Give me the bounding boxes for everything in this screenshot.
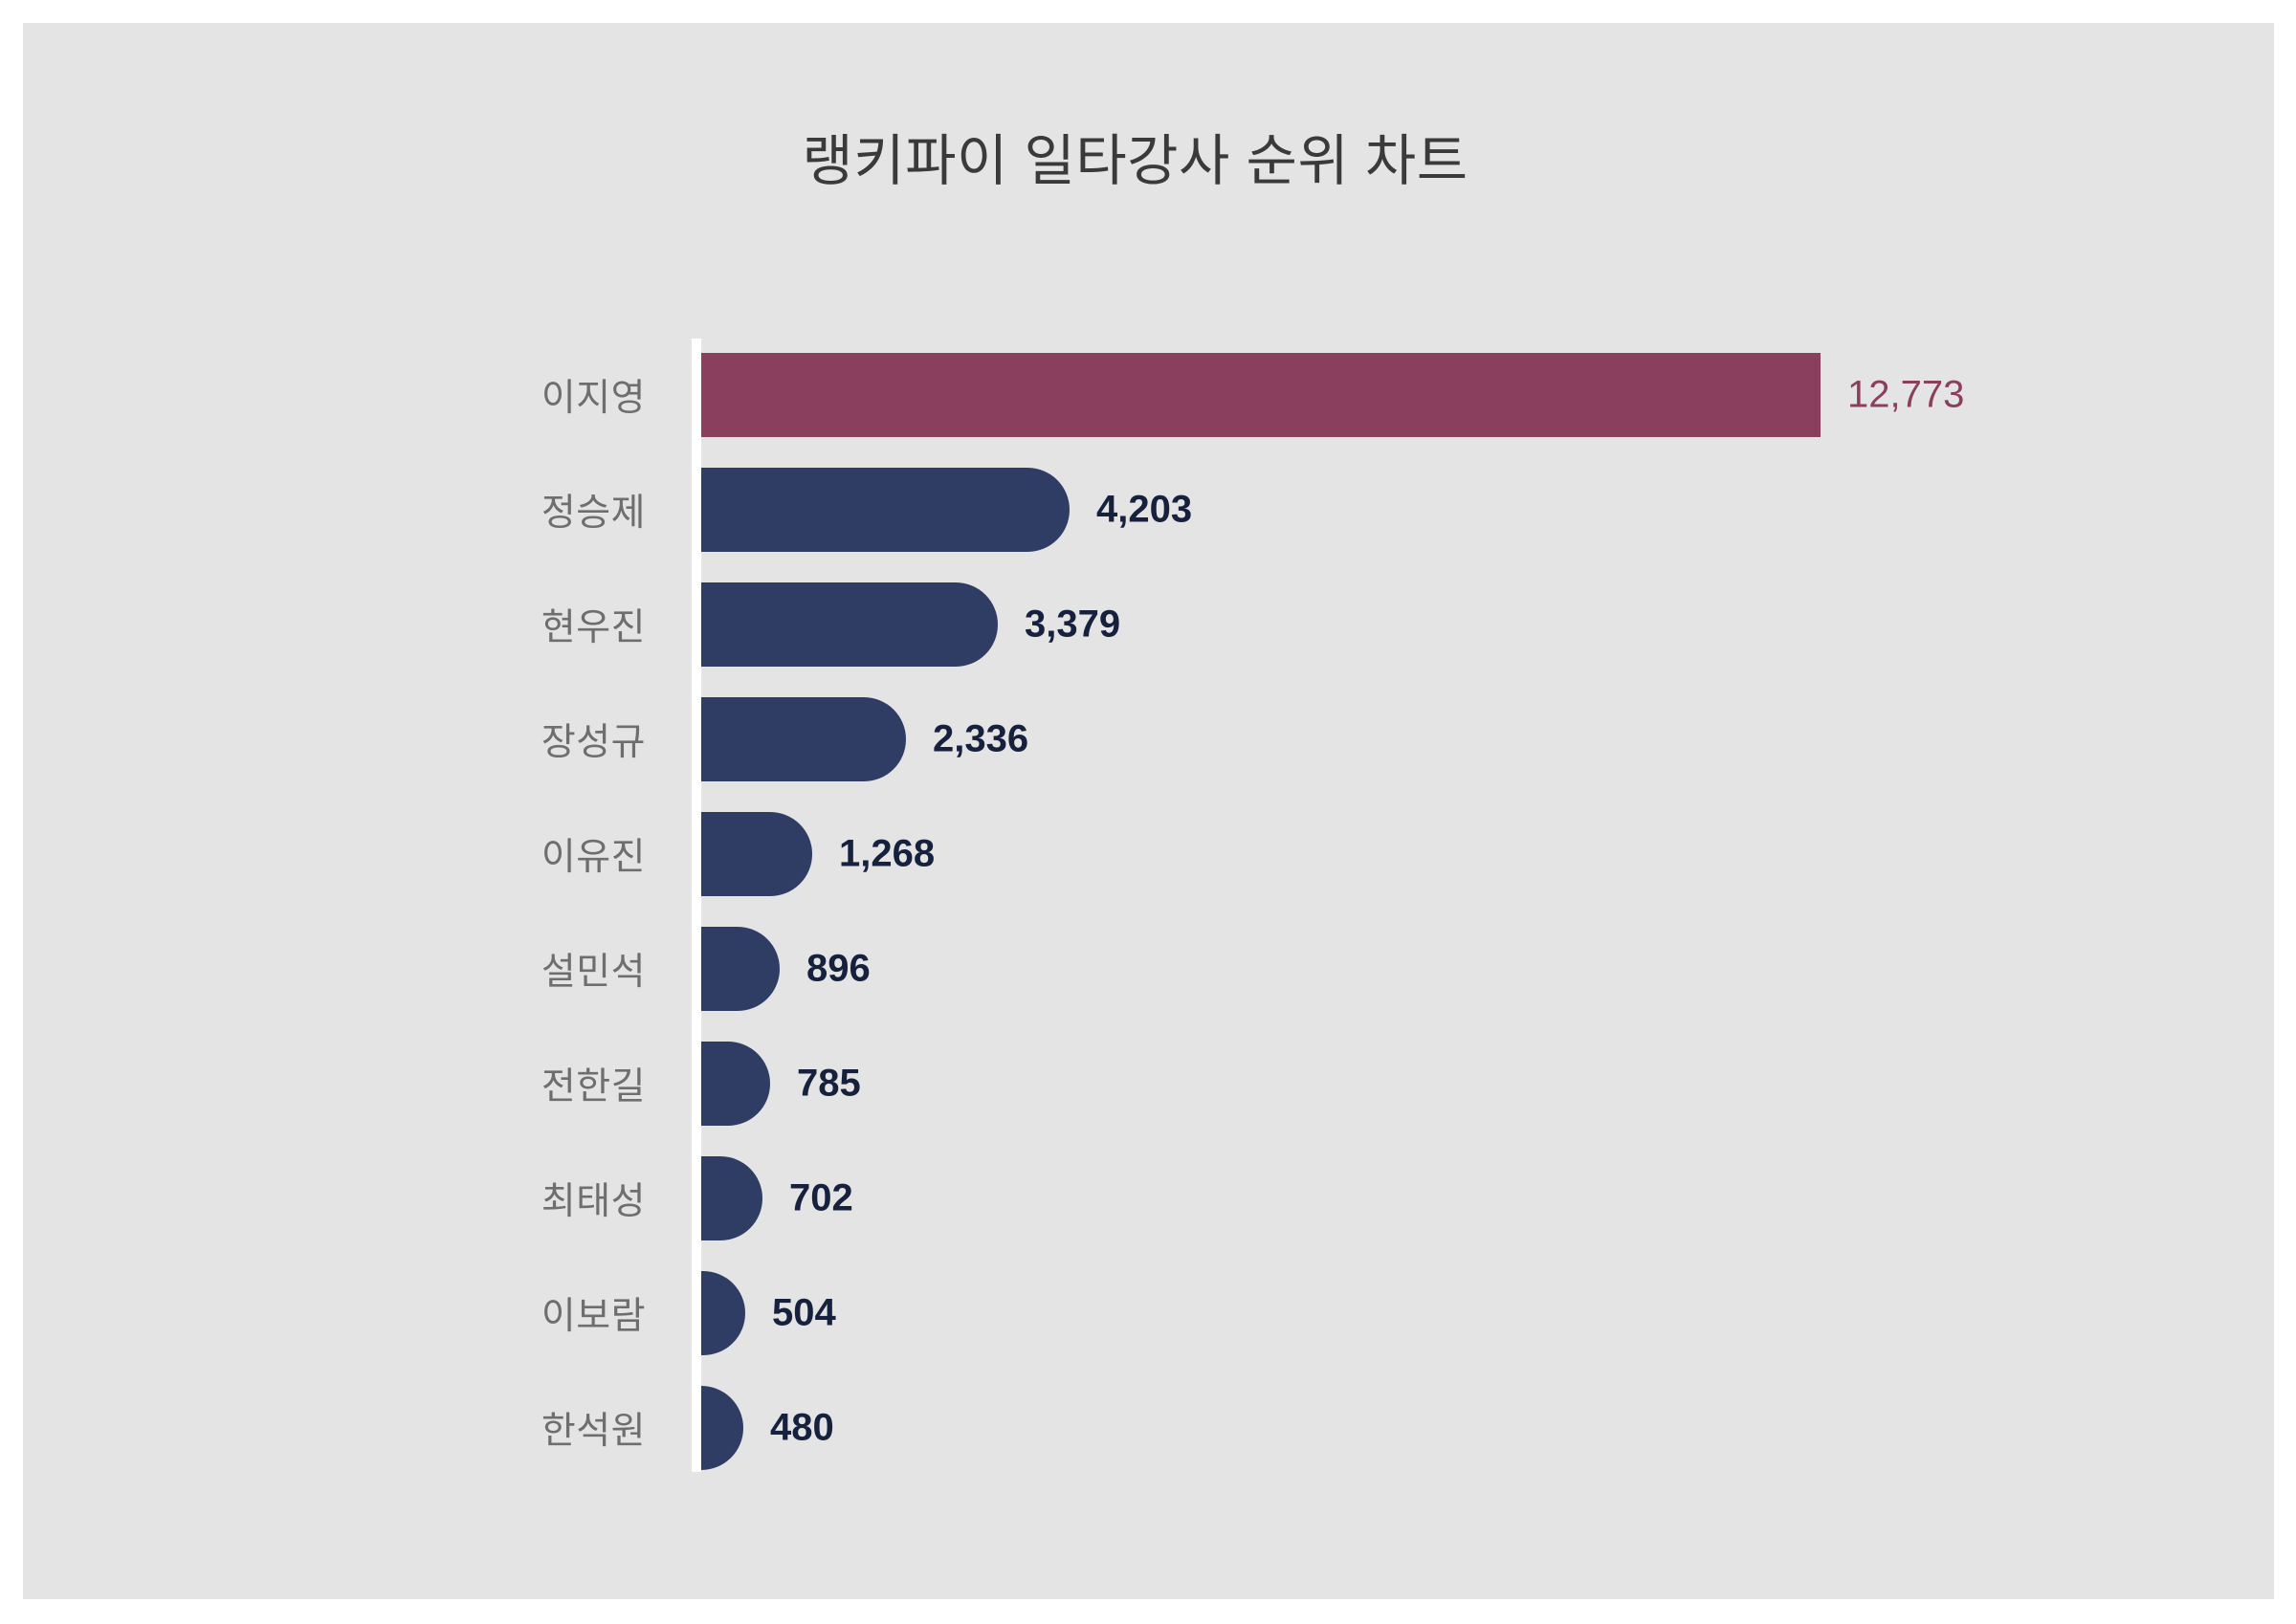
bar bbox=[701, 468, 1070, 552]
bar-row: 이지영 12,773 bbox=[23, 338, 2274, 452]
category-label: 장성규 bbox=[541, 722, 646, 763]
value-label: 1,268 bbox=[839, 832, 936, 875]
bar-row: 이유진 1,268 bbox=[23, 797, 2274, 911]
category-label: 최태성 bbox=[541, 1181, 646, 1222]
category-label: 이지영 bbox=[541, 378, 646, 419]
bar-row: 설민석 896 bbox=[23, 911, 2274, 1026]
chart-panel: 랭키파이 일타강사 순위 차트 이지영 12,773 정승제 4,203 현우진 3,37… bbox=[23, 23, 2274, 1599]
value-label: 4,203 bbox=[1096, 488, 1193, 531]
value-label: 12,773 bbox=[1847, 373, 1965, 416]
value-label: 2,336 bbox=[933, 717, 1029, 760]
bar-row: 정승제 4,203 bbox=[23, 452, 2274, 567]
category-label: 설민석 bbox=[541, 952, 646, 993]
value-label: 702 bbox=[789, 1176, 853, 1219]
bar bbox=[701, 1156, 762, 1240]
bar-row: 전한길 785 bbox=[23, 1026, 2274, 1141]
bar bbox=[701, 1042, 770, 1126]
value-label: 785 bbox=[797, 1062, 861, 1105]
value-label: 896 bbox=[806, 947, 871, 990]
category-label: 한석원 bbox=[541, 1411, 646, 1452]
value-label: 3,379 bbox=[1025, 603, 1121, 646]
y-axis-line bbox=[692, 339, 701, 1472]
category-label: 현우진 bbox=[541, 607, 646, 648]
bar bbox=[701, 1386, 743, 1470]
chart-title: 랭키파이 일타강사 순위 차트 bbox=[802, 130, 1468, 192]
bar-row: 현우진 3,379 bbox=[23, 567, 2274, 682]
category-label: 이보람 bbox=[541, 1296, 646, 1337]
bar bbox=[701, 812, 812, 896]
category-label: 이유진 bbox=[541, 837, 646, 878]
value-label: 480 bbox=[770, 1406, 834, 1449]
bar bbox=[701, 1271, 745, 1355]
bar-row: 한석원 480 bbox=[23, 1371, 2274, 1485]
bar bbox=[701, 582, 998, 667]
bar-row: 장성규 2,336 bbox=[23, 682, 2274, 797]
category-label: 정승제 bbox=[541, 493, 646, 534]
bar bbox=[701, 697, 906, 781]
category-label: 전한길 bbox=[541, 1066, 646, 1108]
bar-row: 이보람 504 bbox=[23, 1256, 2274, 1371]
bar-row: 최태성 702 bbox=[23, 1141, 2274, 1256]
value-label: 504 bbox=[772, 1291, 836, 1334]
plot-area: 이지영 12,773 정승제 4,203 현우진 3,379 장성규 2,336 이유진 1,26… bbox=[23, 23, 2274, 1599]
bar bbox=[701, 353, 1821, 437]
bar bbox=[701, 927, 780, 1011]
